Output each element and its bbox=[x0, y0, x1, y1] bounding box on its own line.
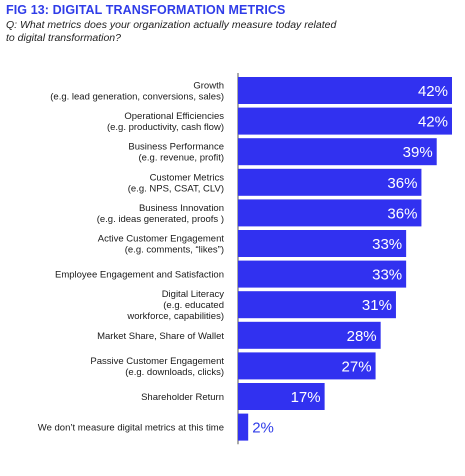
bar bbox=[238, 352, 376, 380]
bar-value-label: 36% bbox=[387, 175, 417, 192]
bar-value-label: 42% bbox=[418, 83, 448, 100]
category-label: Market Share, Share of Wallet bbox=[97, 331, 224, 342]
category-label: Passive Customer Engagement (e.g. downloa… bbox=[90, 356, 224, 378]
bar-value-label: 36% bbox=[387, 205, 417, 222]
bar bbox=[238, 383, 325, 410]
bar bbox=[238, 199, 422, 227]
bar bbox=[238, 77, 452, 104]
bar bbox=[238, 138, 437, 166]
category-label: Operational Efficiencies (e.g. productivi… bbox=[107, 111, 224, 133]
bar-value-label: 33% bbox=[372, 267, 402, 284]
bar bbox=[238, 260, 407, 288]
bar-value-label: 17% bbox=[291, 389, 321, 406]
category-label: We don’t measure digital metrics at this… bbox=[38, 423, 224, 434]
bar-value-label: 33% bbox=[372, 236, 402, 253]
bar-value-label: 27% bbox=[342, 358, 372, 375]
figure-title: FIG 13: DIGITAL TRANSFORMATION METRICS bbox=[6, 3, 286, 17]
category-label: Growth (e.g. lead generation, conversions… bbox=[50, 81, 224, 103]
bar bbox=[238, 107, 452, 135]
bar bbox=[238, 168, 422, 196]
bar bbox=[238, 321, 381, 349]
category-label: Shareholder Return bbox=[141, 392, 224, 403]
bar-value-label: 39% bbox=[403, 144, 433, 161]
bar-value-label: 28% bbox=[347, 328, 377, 345]
bar bbox=[238, 230, 407, 257]
bar bbox=[238, 291, 396, 319]
category-label: Employee Engagement and Satisfaction bbox=[55, 270, 224, 281]
category-label: Business Innovation (e.g. ideas generated… bbox=[97, 203, 224, 225]
bar bbox=[238, 413, 249, 441]
survey-question: Q: What metrics does your organization a… bbox=[6, 19, 337, 44]
category-label: Customer Metrics (e.g. NPS, CSAT, CLV) bbox=[128, 172, 225, 194]
category-label: Business Performance (e.g. revenue, profi… bbox=[128, 142, 224, 164]
category-label: Digital Literacy (e.g. educated workforce,… bbox=[126, 289, 224, 322]
bar-value-label: 42% bbox=[418, 114, 448, 131]
bar-value-label: 31% bbox=[362, 297, 392, 314]
bar-value-label: 2% bbox=[252, 420, 274, 437]
category-label: Active Customer Engagement (e.g. comments… bbox=[98, 234, 225, 256]
